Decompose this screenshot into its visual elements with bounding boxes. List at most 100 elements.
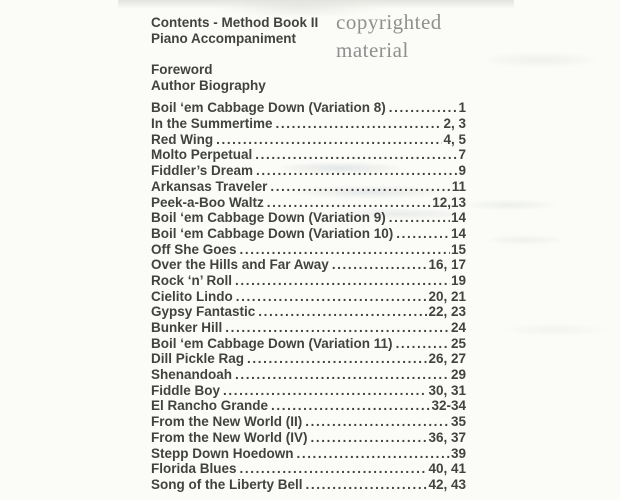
toc-entry: Fiddle Boy 30, 31 [151,383,466,399]
toc-entry-title: Boil ‘em Cabbage Down (Variation 10) [151,225,394,241]
dot-leader [396,336,450,352]
dot-leader [240,242,450,258]
toc-entry-pages: 15 [450,241,466,257]
dot-leader [297,446,450,462]
toc-entry-title: Gypsy Fantastic [151,304,256,320]
toc-entry: Florida Blues 40, 41 [151,461,466,477]
page-header: Contents - Method Book II Piano Accompan… [151,15,466,46]
toc-entry-title: Fiddler’s Dream [151,163,254,179]
toc-entry-pages: 35 [450,414,466,430]
dot-leader [225,320,450,336]
toc-entry: Over the Hills and Far Away 16, 17 [151,257,466,273]
toc-entry-title: Rock ‘n’ Roll [151,272,233,288]
toc-entry-pages: 14 [450,225,466,241]
dot-leader [311,430,428,446]
toc-entry-pages: 39 [450,445,466,461]
toc-entry-title: Fiddle Boy [151,382,221,398]
toc-entry: From the New World (II) 35 [151,414,466,430]
toc-entry: Cielito Lindo 20, 21 [151,289,466,305]
toc-entry: Rock ‘n’ Roll 19 [151,273,466,289]
toc-entry-title: Boil ‘em Cabbage Down (Variation 11) [151,335,393,351]
toc-entry-pages: 42, 43 [428,476,466,492]
contents-column: Contents - Method Book II Piano Accompan… [151,15,466,493]
dot-leader [216,132,442,148]
contents-title: Contents - Method Book II [151,15,319,30]
toc-entry-pages: 29 [450,367,466,383]
toc-entry-pages: 14 [450,210,466,226]
toc-entry-pages: 20, 21 [428,288,466,304]
toc-entry: Boil ‘em Cabbage Down (Variation 8) 1 [151,100,466,116]
front-matter-item: Author Biography [151,77,266,93]
toc-entry-title: Off She Goes [151,241,237,257]
toc-entry-title: El Rancho Grande [151,398,269,414]
toc-entry-title: Shenandoah [151,367,233,383]
dot-leader [271,398,430,414]
toc-entry: Bunker Hill 24 [151,320,466,336]
toc-entry-pages: 40, 41 [428,461,466,477]
toc-entry-title: Bunker Hill [151,320,223,336]
toc-entry: From the New World (IV) 36, 37 [151,430,466,446]
toc-entry-pages: 22, 23 [428,304,466,320]
toc-entry-title: Arkansas Traveler [151,178,268,194]
toc-entry: Off She Goes 15 [151,242,466,258]
toc-entry-title: Boil ‘em Cabbage Down (Variation 8) [151,100,386,116]
toc-entry: Boil ‘em Cabbage Down (Variation 10) 14 [151,226,466,242]
toc-list: Boil ‘em Cabbage Down (Variation 8)1In t… [151,100,466,492]
toc-entry: Boil ‘em Cabbage Down (Variation 9) 14 [151,210,466,226]
dot-leader [258,304,427,320]
toc-entry-title: Florida Blues [151,461,237,477]
toc-entry-title: Cielito Lindo [151,288,233,304]
toc-entry: Fiddler’s Dream 9 [151,163,466,179]
toc-entry-title: In the Summertime [151,116,273,132]
dot-leader [270,179,450,195]
toc-entry: Boil ‘em Cabbage Down (Variation 11) 25 [151,336,466,352]
toc-entry-pages: 4, 5 [443,131,466,147]
toc-entry: Song of the Liberty Bell 42, 43 [151,477,466,493]
contents-subtitle: Piano Accompaniment [151,30,297,46]
toc-entry: Red Wing 4, 5 [151,132,466,148]
copyright-watermark: copyrighted material [336,10,442,62]
toc-entry-pages: 26, 27 [428,351,466,367]
dot-leader [236,289,428,305]
dot-leader [389,210,450,226]
toc-entry-title: From the New World (IV) [151,429,308,445]
dot-leader [247,351,427,367]
toc-entry-pages: 11 [451,178,466,194]
toc-entry-pages: 12,13 [432,194,466,210]
dot-leader [276,116,443,132]
toc-entry-title: Peek-a-Boo Waltz [151,194,264,210]
front-matter-list: Foreword Author Biography [151,62,466,93]
toc-entry: Arkansas Traveler 11 [151,179,466,195]
toc-entry-pages: 7 [458,147,466,163]
toc-entry-title: From the New World (II) [151,414,303,430]
toc-entry-pages: 9 [458,163,466,179]
toc-entry: Molto Perpetual 7 [151,147,466,163]
toc-entry-pages: 1 [458,100,466,116]
dot-leader [240,461,428,477]
toc-entry-title: Song of the Liberty Bell [151,476,303,492]
dot-leader [256,163,457,179]
dot-leader [267,195,431,211]
toc-entry-pages: 30, 31 [428,382,466,398]
toc-entry-pages: 16, 17 [428,257,466,273]
toc-entry-pages: 25 [450,335,466,351]
toc-entry-title: Dill Pickle Rag [151,351,245,367]
toc-entry-pages: 32-34 [431,398,466,414]
dot-leader [223,383,427,399]
toc-entry-title: Boil ‘em Cabbage Down (Variation 9) [151,210,386,226]
dot-leader [306,477,428,493]
toc-entry-pages: 2, 3 [443,116,466,132]
toc-entry-title: Over the Hills and Far Away [151,257,329,273]
toc-entry: In the Summertime 2, 3 [151,116,466,132]
toc-entry-title: Red Wing [151,131,214,147]
dot-leader [255,147,457,163]
toc-entry: Dill Pickle Rag 26, 27 [151,351,466,367]
dot-leader [235,273,450,289]
dot-leader [332,257,428,273]
toc-entry-title: Molto Perpetual [151,147,253,163]
toc-entry-pages: 24 [450,320,466,336]
dot-leader [235,367,450,383]
toc-entry-pages: 19 [450,272,466,288]
toc-entry: Peek-a-Boo Waltz 12,13 [151,195,466,211]
